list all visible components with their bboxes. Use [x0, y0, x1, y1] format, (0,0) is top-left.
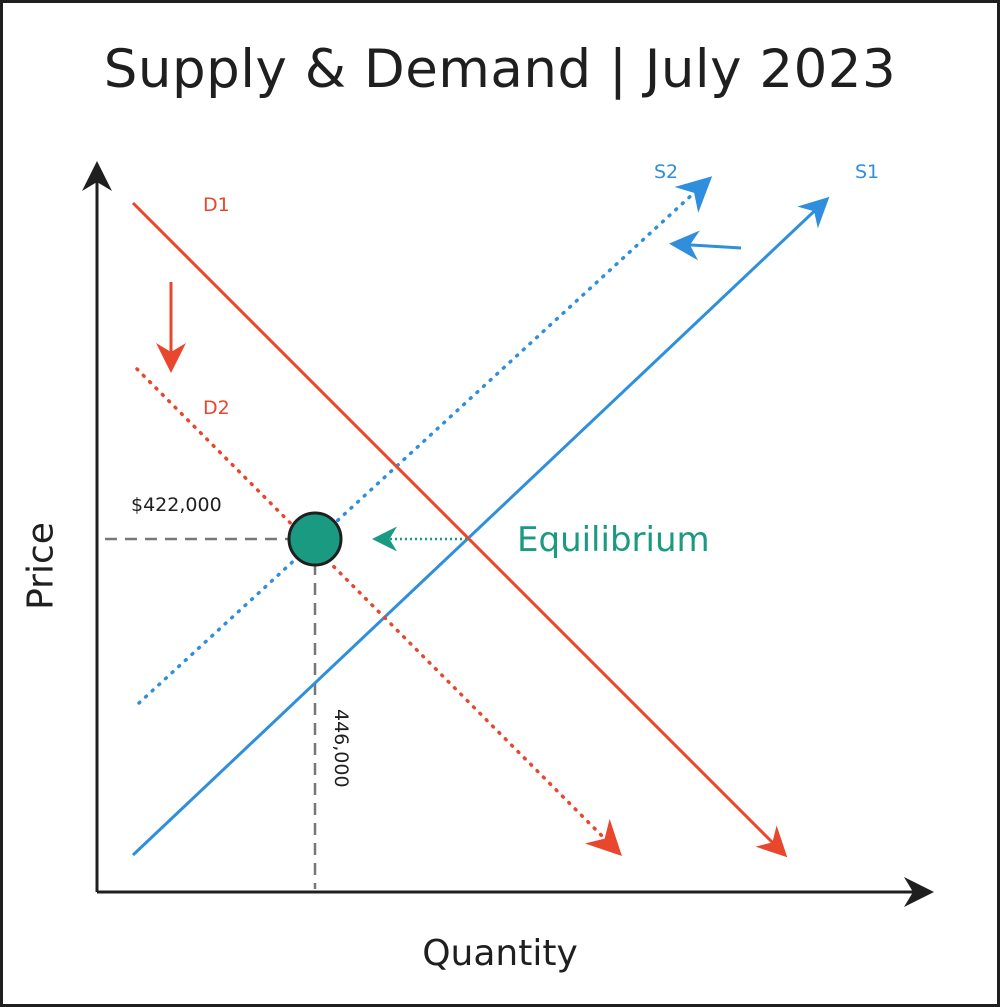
label-d2: D2	[203, 397, 230, 419]
diagram-title: Supply & Demand | July 2023	[103, 39, 897, 100]
equilibrium-point	[287, 511, 343, 567]
demand-curve-d1	[131, 201, 788, 858]
demand-curve-d2	[135, 367, 622, 856]
label-d1: D1	[203, 194, 230, 216]
label-s1: S1	[855, 161, 879, 183]
label-s2: S2	[654, 161, 678, 183]
equilibrium-price-label: $422,000	[131, 494, 222, 516]
equilibrium-quantity-label: 446,000	[330, 709, 352, 788]
supply-curve-s1	[131, 196, 830, 857]
supply-curve-s2	[137, 176, 713, 705]
supply-demand-diagram: D1 D2 S1 S2 Equilibrium $422,000 446,000	[82, 161, 934, 907]
equilibrium-label: Equilibrium	[517, 520, 710, 560]
x-axis-label: Quantity	[422, 933, 578, 974]
supply-shift-arrow	[669, 230, 742, 261]
y-axis-label: Price	[20, 522, 62, 610]
